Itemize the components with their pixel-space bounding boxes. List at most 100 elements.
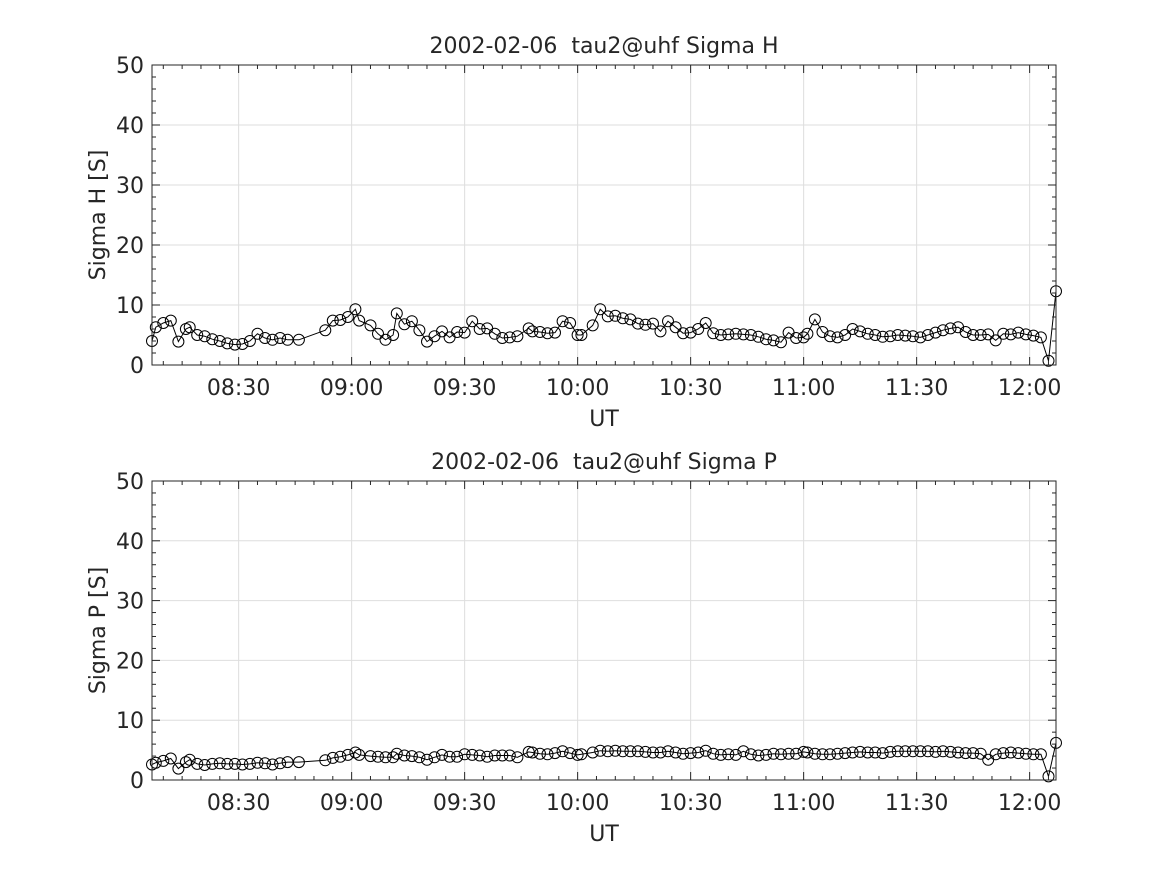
sigma-p-data-point (997, 747, 1010, 760)
sigma-h-data-point (549, 326, 561, 339)
sigma-h-data-point (861, 327, 874, 340)
sigma-p-data-point (274, 757, 287, 770)
sigma-p-data-point (534, 747, 546, 760)
sigma-h-data-point (511, 330, 524, 343)
sigma-p-data-point (251, 756, 264, 769)
sigma-p-data-point (891, 745, 904, 758)
sigma-h-data-point (575, 329, 588, 341)
sigma-h-data-point (989, 334, 1002, 347)
sigma-p-data-point (405, 750, 418, 763)
sigma-h-data-point (364, 319, 377, 332)
sigma-p-data-point (541, 748, 554, 761)
sigma-p-x-tick-label: 08:30 (207, 791, 270, 816)
sigma-p-data-point (556, 745, 569, 758)
sigma-h-data-point (692, 323, 705, 335)
sigma-h-data-point (522, 322, 535, 335)
sigma-p-data-point (669, 746, 682, 759)
sigma-p-data-point (549, 747, 561, 760)
sigma-p-data-point (729, 748, 742, 761)
sigma-p-data-point (616, 745, 629, 758)
sigma-h-data-point (266, 333, 279, 346)
sigma-h-data-point (816, 326, 829, 338)
sigma-h-data-point (564, 317, 577, 329)
sigma-h-data-point (831, 331, 844, 344)
sigma-p-data-point (206, 757, 219, 770)
sigma-p-data-point (775, 748, 787, 761)
sigma-h-data-point (157, 317, 170, 329)
sigma-h-data-point (797, 331, 810, 344)
sigma-h-data-point (274, 332, 287, 344)
sigma-h-data-point (172, 335, 185, 348)
sigma-h-data-point (387, 329, 400, 341)
sigma-h-data-point (775, 336, 787, 349)
sigma-p-data-point (722, 748, 735, 761)
sigma-p-data-point (959, 747, 972, 760)
sigma-p-data-point (522, 745, 535, 758)
sigma-h-data-point (594, 303, 607, 316)
sigma-p-y-axis-label: Sigma P [S] (86, 567, 111, 694)
sigma-p-data-point (266, 758, 279, 771)
sigma-h-data-point (191, 329, 204, 341)
sigma-p-data-point (808, 747, 821, 760)
sigma-h-data-point (737, 328, 750, 341)
sigma-h-x-axis-label: UT (589, 407, 619, 432)
sigma-p-data-point (526, 746, 539, 759)
sigma-h-data-point (349, 303, 362, 316)
sigma-h-data-point (503, 331, 516, 344)
sigma-p-data-point (349, 746, 362, 759)
sigma-p-data-point (944, 745, 957, 758)
sigma-h-data-point (631, 317, 644, 330)
sigma-h-data-point (846, 323, 859, 335)
sigma-h-data-point (398, 318, 411, 331)
sigma-p-data-point (677, 747, 690, 760)
sigma-p-x-tick-label: 09:30 (433, 791, 496, 816)
sigma-h-data-point (624, 313, 637, 326)
sigma-h-y-tick-label: 20 (116, 234, 144, 259)
sigma-p-data-point (586, 746, 599, 759)
sigma-h-data-point (496, 332, 509, 344)
sigma-h-data-point (541, 327, 554, 340)
sigma-p-x-tick-label: 11:30 (885, 791, 948, 816)
sigma-h-data-point (982, 328, 995, 341)
sigma-h-data-point (206, 333, 219, 346)
sigma-p-data-point (228, 757, 241, 770)
sigma-h-data-point (534, 326, 546, 338)
sigma-h-y-tick-label: 50 (116, 54, 144, 79)
sigma-p-data-point (473, 749, 486, 762)
sigma-p-data-point (436, 748, 448, 761)
sigma-p-data-point (601, 745, 614, 758)
sigma-h-data-point (466, 315, 479, 328)
sigma-h-data-point (251, 327, 264, 340)
sigma-h-data-point (944, 322, 957, 335)
sigma-h-data-point (236, 338, 249, 350)
sigma-h-data-point (609, 309, 622, 322)
sigma-h-y-tick-label: 0 (130, 354, 144, 379)
sigma-p-data-point (594, 744, 607, 757)
sigma-h-data-point (390, 307, 403, 320)
sigma-h-data-point (647, 317, 659, 330)
sigma-h-data-point (1019, 328, 1032, 341)
sigma-h-data-point (684, 326, 697, 339)
sigma-h-data-point (654, 325, 667, 338)
sigma-p-data-point (390, 747, 403, 760)
sigma-h-y-tick-label: 10 (116, 294, 144, 319)
sigma-p-y-tick-label: 20 (116, 649, 144, 674)
sigma-p-data-point (428, 751, 441, 764)
sigma-p-data-point (372, 750, 384, 763)
sigma-p-data-point (398, 749, 411, 762)
sigma-h-data-point (1027, 329, 1040, 342)
sigma-p-title: 2002-02-06 tau2@uhf Sigma P (431, 450, 777, 475)
sigma-p-data-point (744, 748, 757, 761)
sigma-p-data-point (714, 748, 727, 761)
sigma-h-data-point (906, 330, 919, 343)
sigma-h-data-point (198, 330, 211, 343)
sigma-h-data-point (891, 329, 904, 341)
sigma-h-data-point (586, 319, 599, 332)
sigma-h-x-tick-label: 10:00 (546, 376, 609, 401)
sigma-p-data-point (921, 745, 934, 758)
sigma-p-data-point (575, 748, 588, 761)
sigma-h-data-point (221, 337, 234, 350)
sigma-p-data-point (458, 748, 471, 761)
sigma-p-data-point (243, 757, 256, 770)
sigma-h-data-point (669, 321, 682, 334)
